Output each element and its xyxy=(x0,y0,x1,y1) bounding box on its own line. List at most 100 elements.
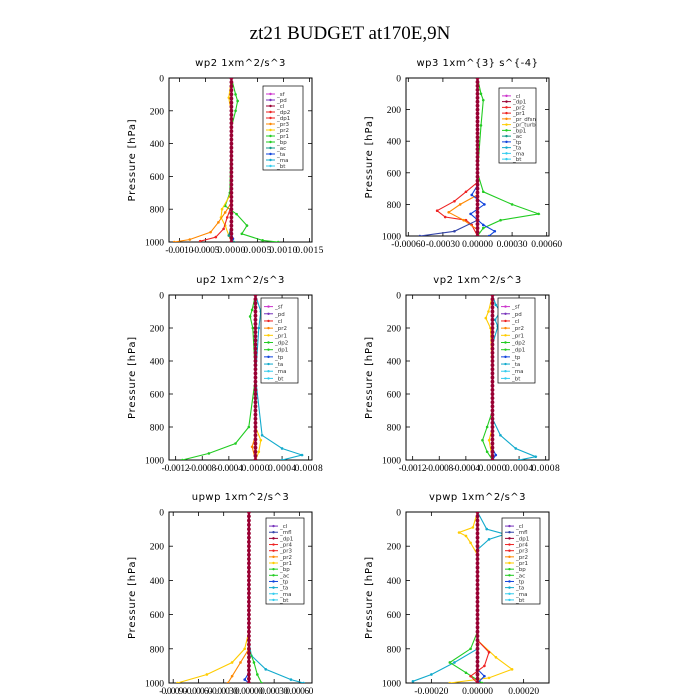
zero-profile-marker xyxy=(229,203,234,208)
zero-profile-marker xyxy=(475,651,480,655)
series-point xyxy=(435,209,439,213)
legend-label: _ma xyxy=(512,151,524,157)
zero-profile-marker xyxy=(490,453,495,458)
legend-label: _pr3 xyxy=(279,549,293,555)
zero-profile-marker xyxy=(475,226,480,231)
zero-profile-marker xyxy=(229,129,234,134)
zero-profile-marker xyxy=(490,342,495,347)
zero-profile-marker xyxy=(253,375,258,380)
y-tick-label: 1000 xyxy=(382,680,401,690)
series-point xyxy=(256,673,259,676)
zero-profile-marker xyxy=(247,557,251,561)
series-point xyxy=(257,450,261,454)
x-tick-label: -0.0004 xyxy=(215,464,243,474)
zero-profile-marker xyxy=(490,429,495,434)
zero-profile-marker xyxy=(475,163,480,167)
legend-label: _tp xyxy=(279,579,289,585)
series-point xyxy=(289,678,293,681)
x-tick-label: 0.0000 xyxy=(241,464,269,474)
zero-profile-marker xyxy=(475,514,480,519)
legend-label: _ma xyxy=(279,592,291,598)
x-tick-label: -0.00060 xyxy=(184,687,212,697)
zero-profile-marker xyxy=(247,522,251,527)
legend-label: _bt xyxy=(279,598,289,604)
zero-profile-marker xyxy=(253,326,258,330)
zero-profile-marker xyxy=(475,123,480,128)
y-tick-label: 200 xyxy=(150,543,165,553)
y-tick-label: 200 xyxy=(387,106,402,116)
zero-profile-marker xyxy=(247,565,251,570)
legend-label: _ta xyxy=(515,586,524,592)
series-point xyxy=(234,109,237,113)
y-axis-label: Pressure [hPa] xyxy=(364,556,375,639)
series-point xyxy=(494,656,498,659)
legend-marker xyxy=(267,377,270,380)
legend-label: _pr2 xyxy=(512,105,525,111)
legend-box xyxy=(260,297,299,384)
zero-profile-marker xyxy=(247,638,251,643)
series-point xyxy=(247,425,251,429)
zero-profile-marker xyxy=(475,531,480,536)
zero-profile-marker xyxy=(475,582,480,587)
legend-marker xyxy=(269,134,272,138)
y-tick-label: 600 xyxy=(387,611,402,621)
zero-profile-marker xyxy=(475,512,480,514)
legend-marker xyxy=(267,305,270,308)
panel-title: vpwp 1xm^2/s^3 xyxy=(429,492,526,503)
zero-profile-marker xyxy=(490,412,495,417)
series-point xyxy=(484,316,488,320)
zero-profile-marker xyxy=(229,240,234,242)
legend-label: _pr1 xyxy=(511,333,524,339)
zero-profile-marker xyxy=(490,404,495,409)
zero-profile-marker xyxy=(490,458,495,460)
series-point xyxy=(240,232,244,236)
y-axis-label: Pressure [hPa] xyxy=(127,119,138,202)
legend-label: _dp1 xyxy=(274,348,288,354)
zero-profile-marker xyxy=(475,178,480,183)
legend-marker xyxy=(269,110,272,114)
series-point xyxy=(462,218,465,222)
zero-profile-marker xyxy=(475,210,480,215)
legend: _cl_mfl_dp1_pr4_pr3_pr2_pr1_bp_ac_tp_ta_… xyxy=(265,517,305,605)
zero-profile-marker xyxy=(475,119,480,124)
legend-marker xyxy=(269,122,272,126)
x-tick-label: 0.0004 xyxy=(268,464,296,474)
zero-profile-marker xyxy=(475,87,480,92)
series-point xyxy=(418,234,422,236)
series-point xyxy=(250,445,254,449)
zero-profile-marker xyxy=(229,178,234,183)
y-tick-label: 800 xyxy=(150,206,165,216)
zero-profile-marker xyxy=(475,186,480,191)
zero-profile-marker xyxy=(247,668,251,673)
legend-label: _cl xyxy=(511,319,520,325)
series-point xyxy=(464,534,468,538)
x-tick-label: -0.0012 xyxy=(399,464,427,474)
y-tick-label: 800 xyxy=(387,201,402,211)
zero-profile-marker xyxy=(253,321,258,326)
panels: wp2 1xm^2/s^3 Pressure [hPa] 0 200 400 600 800… xyxy=(127,58,562,697)
legend-marker xyxy=(269,146,272,150)
legend-label: _cl xyxy=(274,319,283,325)
series-point xyxy=(481,226,485,230)
zero-profile-marker xyxy=(253,445,258,450)
legend-marker xyxy=(272,549,275,552)
zero-profile-marker xyxy=(490,305,495,310)
zero-profile-marker xyxy=(490,425,495,429)
chart-panel: wp2 1xm^2/s^3 Pressure [hPa] 0 200 400 600 800… xyxy=(127,58,324,256)
zero-profile-marker xyxy=(247,548,251,553)
zero-profile-marker xyxy=(229,186,234,191)
zero-profile-marker xyxy=(229,133,234,138)
zero-profile-marker xyxy=(247,599,251,604)
plot-area xyxy=(418,78,541,236)
series-point xyxy=(259,438,263,442)
series-point xyxy=(471,526,475,529)
series-point xyxy=(234,442,237,445)
legend-marker xyxy=(269,98,272,102)
zero-profile-marker xyxy=(475,206,480,211)
zero-profile-marker xyxy=(490,416,495,421)
zero-profile-marker xyxy=(247,625,251,630)
zero-profile-marker xyxy=(229,162,234,167)
y-axis-label: Pressure [hPa] xyxy=(127,556,138,639)
series-point xyxy=(487,650,491,654)
zero-profile-marker xyxy=(247,659,251,664)
